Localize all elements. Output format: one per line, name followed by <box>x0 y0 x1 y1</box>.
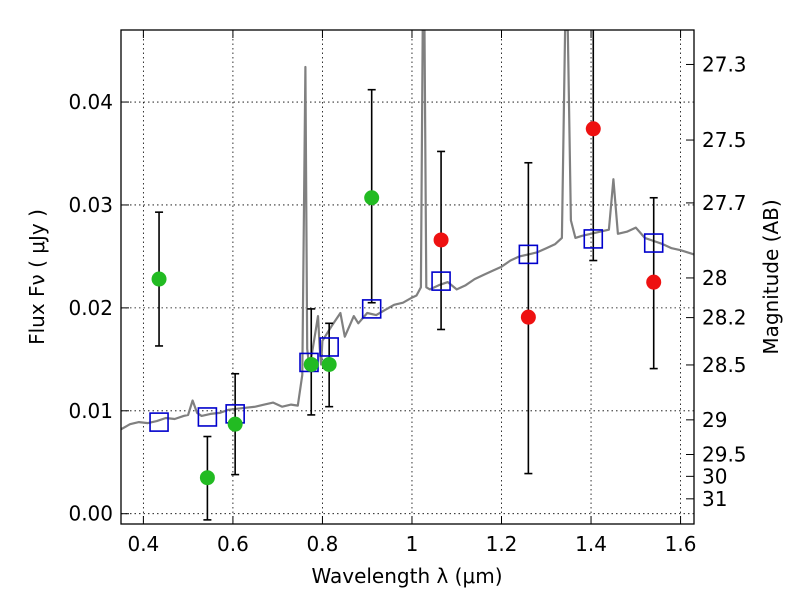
y-tick-label: 0.02 <box>68 296 113 320</box>
x-tick-label: 0.4 <box>127 532 159 556</box>
y-tick-label: 0.03 <box>68 193 113 217</box>
model-photometry-square <box>361 299 382 319</box>
x-tick-label: 1.6 <box>665 532 697 556</box>
right-tick-label: 27.7 <box>702 191 747 215</box>
ticks: 0.4 0.6 0.8 1 1.2 1.4 1.6 0.00 0.01 0.02 0.03 0.04 2… <box>68 30 747 556</box>
right-tick-label: 27.3 <box>702 52 747 76</box>
x-tick-label: 1.4 <box>575 532 607 556</box>
observed-green-point <box>321 356 337 372</box>
y-axis-label-right: Magnitude (AB) <box>759 199 783 354</box>
y-tick-label: 0.01 <box>68 399 113 423</box>
y-tick-label: 0.00 <box>68 502 113 526</box>
x-tick-label: 0.6 <box>217 532 249 556</box>
observed-green-point <box>303 356 319 372</box>
right-tick-label: 27.5 <box>702 128 747 152</box>
x-axis-label: Wavelength λ (μm) <box>311 564 502 588</box>
model-photometry-square <box>319 337 339 357</box>
right-tick-label: 30 <box>702 464 727 488</box>
x-tick-label: 1.2 <box>486 532 518 556</box>
model-photometry-square <box>149 412 169 432</box>
observed-red-point <box>520 309 536 325</box>
observed-red-point <box>433 232 449 248</box>
right-tick-label: 31 <box>702 487 727 511</box>
y-axis-label: Flux Fν ( μJy ) <box>25 209 49 345</box>
plot-frame <box>120 29 695 525</box>
model-photometry-square <box>583 229 604 249</box>
y-tick-label: 0.04 <box>68 90 113 114</box>
observed-green-point <box>227 416 243 432</box>
right-tick-label: 28.2 <box>702 306 747 330</box>
model-photometry-square <box>197 407 218 427</box>
plot-background <box>121 30 694 524</box>
right-tick-label: 28.5 <box>702 353 747 377</box>
x-tick-label: 1 <box>406 532 419 556</box>
observed-green-point <box>364 190 380 206</box>
x-tick-label: 0.8 <box>307 532 339 556</box>
right-tick-label: 28 <box>702 266 727 290</box>
observed-red-point <box>585 121 601 137</box>
right-tick-label: 29.5 <box>702 442 747 466</box>
observed-green-point <box>151 271 167 287</box>
model-photometry-square <box>518 244 539 265</box>
observed-red-point <box>646 274 662 290</box>
marker-layer <box>149 121 664 486</box>
model-photometry-square <box>643 233 664 253</box>
model-photometry-square <box>431 271 451 291</box>
observed-green-point <box>199 470 215 486</box>
right-tick-label: 29 <box>702 408 727 432</box>
